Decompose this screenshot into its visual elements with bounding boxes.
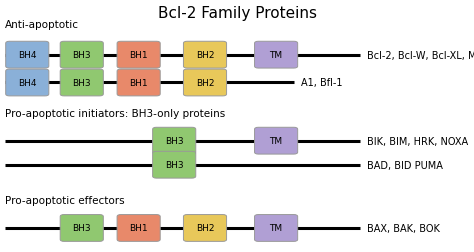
FancyBboxPatch shape xyxy=(255,42,298,69)
Text: BH2: BH2 xyxy=(196,51,214,60)
Text: A1, Bfl-1: A1, Bfl-1 xyxy=(301,78,343,88)
Text: BH3: BH3 xyxy=(165,137,183,146)
FancyBboxPatch shape xyxy=(153,128,196,154)
Text: TM: TM xyxy=(270,224,283,233)
Text: BH2: BH2 xyxy=(196,79,214,88)
FancyBboxPatch shape xyxy=(255,128,298,154)
FancyBboxPatch shape xyxy=(183,70,227,97)
Text: BAX, BAK, BOK: BAX, BAK, BOK xyxy=(367,223,440,233)
FancyBboxPatch shape xyxy=(117,70,160,97)
FancyBboxPatch shape xyxy=(117,42,160,69)
Text: Anti-apoptotic: Anti-apoptotic xyxy=(5,20,79,30)
Text: BH1: BH1 xyxy=(129,79,148,88)
FancyBboxPatch shape xyxy=(60,70,103,97)
Text: BIK, BIM, HRK, NOXA: BIK, BIM, HRK, NOXA xyxy=(367,136,468,146)
Text: Bcl-2 Family Proteins: Bcl-2 Family Proteins xyxy=(157,6,317,21)
FancyBboxPatch shape xyxy=(60,215,103,241)
FancyBboxPatch shape xyxy=(183,215,227,241)
Text: BH3: BH3 xyxy=(73,79,91,88)
Text: BH1: BH1 xyxy=(129,224,148,233)
Text: Bcl-2, Bcl-W, Bcl-XL, Mcl-1: Bcl-2, Bcl-W, Bcl-XL, Mcl-1 xyxy=(367,50,474,60)
Text: BH4: BH4 xyxy=(18,51,36,60)
FancyBboxPatch shape xyxy=(117,215,160,241)
Text: BH1: BH1 xyxy=(129,51,148,60)
FancyBboxPatch shape xyxy=(153,152,196,178)
FancyBboxPatch shape xyxy=(255,215,298,241)
Text: Pro-apoptotic effectors: Pro-apoptotic effectors xyxy=(5,195,124,205)
Text: BH3: BH3 xyxy=(73,224,91,233)
FancyBboxPatch shape xyxy=(60,42,103,69)
Text: BAD, BID PUMA: BAD, BID PUMA xyxy=(367,160,443,170)
FancyBboxPatch shape xyxy=(6,70,49,97)
FancyBboxPatch shape xyxy=(6,42,49,69)
Text: BH4: BH4 xyxy=(18,79,36,88)
Text: BH3: BH3 xyxy=(165,161,183,170)
Text: Pro-apoptotic initiators: BH3-only proteins: Pro-apoptotic initiators: BH3-only prote… xyxy=(5,108,225,118)
Text: TM: TM xyxy=(270,51,283,60)
Text: BH3: BH3 xyxy=(73,51,91,60)
Text: BH2: BH2 xyxy=(196,224,214,233)
FancyBboxPatch shape xyxy=(183,42,227,69)
Text: TM: TM xyxy=(270,137,283,146)
